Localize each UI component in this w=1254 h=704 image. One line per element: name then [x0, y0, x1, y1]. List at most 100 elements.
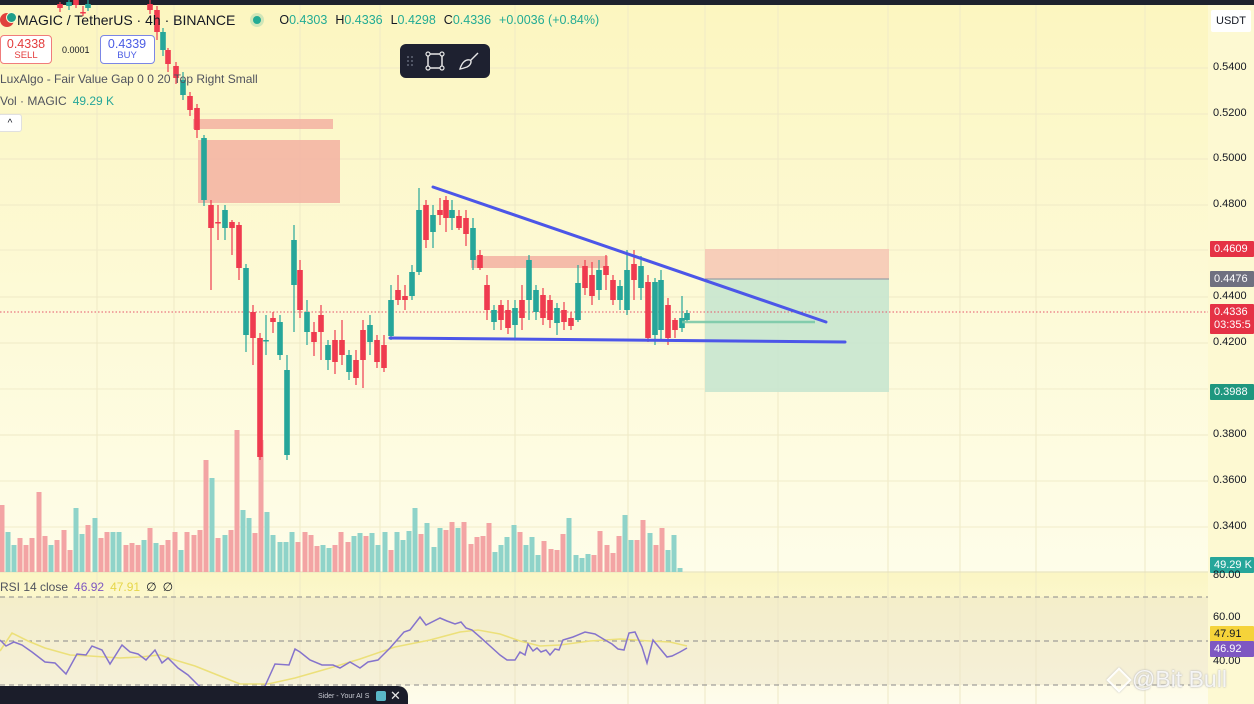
high-label: H [335, 13, 345, 27]
symbol-title[interactable]: MAGIC / TetherUS · 4h · BINANCE [17, 12, 236, 28]
price-tick-label: 0.3400 [1213, 520, 1247, 532]
rsi-line [0, 615, 688, 704]
candle-down [250, 312, 256, 338]
candle-down [57, 4, 63, 8]
candle-up [652, 282, 658, 335]
volume-bar [67, 550, 73, 572]
candle-up [684, 313, 690, 320]
volume-bar [566, 518, 572, 572]
volume-bar [332, 545, 338, 572]
volume-bar [295, 542, 301, 572]
volume-bar [634, 540, 640, 572]
volume-bar [665, 550, 671, 572]
volume-bar [517, 532, 523, 572]
volume-indicator-legend[interactable]: Vol · MAGIC 49.29 K [0, 94, 114, 108]
volume-bar [560, 534, 566, 572]
rsi-ma-value: 47.91 [110, 580, 141, 594]
sider-app-icon[interactable] [376, 691, 386, 701]
fvg-zone [198, 140, 340, 203]
candle-down [395, 290, 401, 300]
price-chart-pane[interactable] [0, 5, 1208, 572]
candle-down [311, 332, 317, 342]
volume-bar [184, 532, 190, 572]
candle-down [463, 218, 469, 234]
price-tag: 0.4609 [1210, 241, 1254, 257]
price-tick-label: 0.4800 [1213, 198, 1247, 210]
volume-bar [92, 518, 98, 572]
candle-up [367, 325, 373, 342]
price-tick-label: 0.3800 [1213, 428, 1247, 440]
volume-bar [628, 540, 634, 572]
volume-bar [616, 536, 622, 572]
volume-bar [369, 533, 375, 572]
rsi-value-tag: 46.92 [1210, 641, 1254, 657]
volume-bar [394, 532, 400, 572]
candle-down [147, 4, 153, 10]
candle-down [73, 0, 79, 5]
buy-button[interactable]: 0.4339 BUY [99, 35, 155, 64]
candle-down [236, 225, 242, 268]
currency-selector[interactable]: USDT [1211, 10, 1251, 32]
sell-price: 0.4338 [6, 36, 46, 51]
volume-bar [172, 532, 178, 572]
watermark: @Bit Bull [1106, 666, 1227, 693]
volume-bar [345, 542, 351, 572]
drag-handle-icon[interactable] [406, 55, 414, 67]
sell-button[interactable]: 0.4338 SELL [0, 35, 52, 64]
volume-bar [388, 550, 394, 572]
rectangle-tool-button[interactable] [422, 48, 448, 74]
volume-bar [147, 528, 153, 572]
volume-bar [412, 508, 418, 572]
volume-bar [129, 543, 135, 572]
volume-bar [591, 555, 597, 572]
volume-bar [511, 525, 517, 572]
volume-bar [455, 528, 461, 572]
volume-bar [535, 555, 541, 572]
rsi-legend[interactable]: RSI 14 close 46.92 47.91 ∅ ∅ [0, 580, 173, 594]
candle-down [477, 255, 483, 268]
candle-down [484, 285, 490, 310]
volume-bar [548, 549, 554, 572]
volume-bar [351, 536, 357, 572]
price-axis[interactable] [1208, 5, 1254, 704]
volume-bar [153, 543, 159, 572]
candle-up [291, 240, 297, 285]
candle-up [277, 322, 283, 355]
volume-bar [116, 532, 122, 572]
sider-overlay-bar[interactable]: Sider - Your AI S ✕ [0, 686, 408, 704]
volume-bar [209, 478, 215, 572]
rsi-label: RSI 14 close [0, 580, 69, 594]
high-value: 0.4336 [344, 13, 383, 27]
candle-up [263, 340, 269, 342]
volume-bar [54, 540, 60, 572]
chevron-up-icon: ^ [7, 117, 13, 129]
volume-bar [191, 535, 197, 572]
volume-bar [604, 545, 610, 572]
volume-bar [541, 541, 547, 572]
volume-bar [11, 545, 17, 572]
candle-down [360, 330, 366, 360]
volume-bar [159, 545, 165, 572]
volume-bar [29, 538, 35, 572]
volume-bar [215, 538, 221, 572]
candle-up [575, 283, 581, 320]
candle-down [505, 310, 511, 328]
rsi-pane[interactable] [0, 573, 1208, 704]
rsi-na-value-1: ∅ [146, 580, 157, 594]
candle-up [430, 215, 436, 232]
volume-bar [486, 523, 492, 572]
collapse-legend-button[interactable]: ^ [0, 114, 22, 132]
rsi-value: 46.92 [74, 580, 105, 594]
candle-up [180, 80, 186, 95]
candle-down [437, 210, 443, 215]
volume-bar [141, 540, 147, 572]
candle-up [554, 308, 560, 323]
volume-bar [468, 544, 474, 572]
fvg-indicator-legend[interactable]: LuxAlgo - Fair Value Gap 0 0 20 Top Righ… [0, 72, 258, 86]
candle-up [470, 228, 476, 260]
brush-tool-button[interactable] [456, 48, 482, 74]
volume-bar [110, 532, 116, 572]
candle-up [388, 300, 394, 336]
close-icon[interactable]: ✕ [390, 688, 401, 703]
